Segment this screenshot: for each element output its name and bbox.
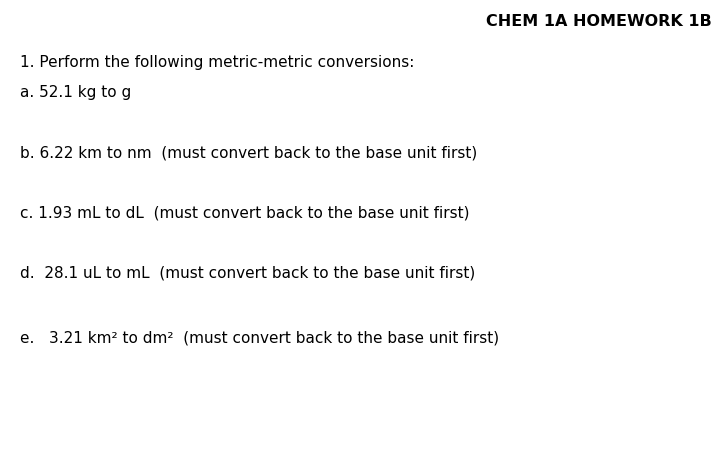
Text: CHEM 1A HOMEWORK 1B: CHEM 1A HOMEWORK 1B (486, 14, 712, 29)
Text: a. 52.1 kg to g: a. 52.1 kg to g (20, 85, 131, 100)
Text: 1. Perform the following metric-metric conversions:: 1. Perform the following metric-metric c… (20, 55, 414, 70)
Text: c. 1.93 mL to dL  (must convert back to the base unit first): c. 1.93 mL to dL (must convert back to t… (20, 205, 470, 220)
Text: e.   3.21 km² to dm²  (must convert back to the base unit first): e. 3.21 km² to dm² (must convert back to… (20, 330, 499, 345)
Text: d.  28.1 uL to mL  (must convert back to the base unit first): d. 28.1 uL to mL (must convert back to t… (20, 265, 476, 280)
Text: b. 6.22 km to nm  (must convert back to the base unit first): b. 6.22 km to nm (must convert back to t… (20, 145, 477, 160)
